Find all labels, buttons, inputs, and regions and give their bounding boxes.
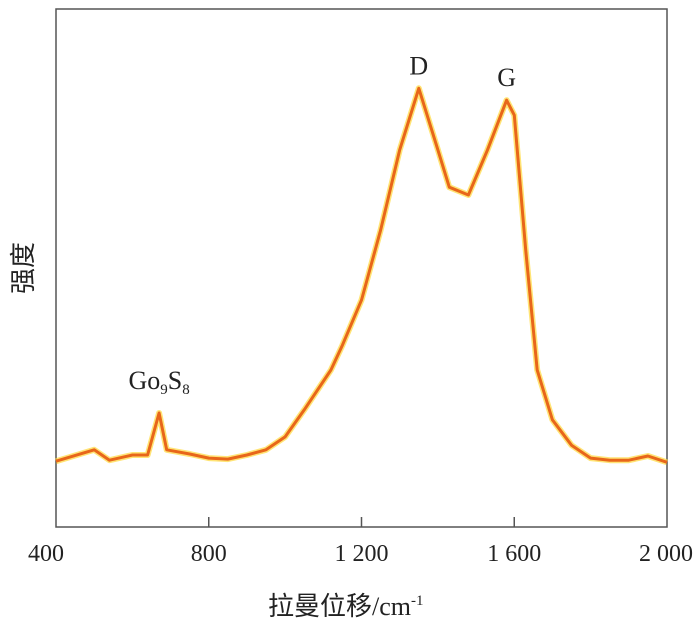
x-tick-label: 400: [28, 541, 64, 567]
peak-annotation: D: [409, 51, 428, 80]
series-line: [55, 86, 668, 464]
series-line-halo: [55, 85, 668, 466]
x-tick-label: 1 600: [487, 541, 541, 567]
x-axis-label: 拉曼位移/cm-1: [268, 592, 424, 621]
y-axis-label: 强度: [9, 242, 38, 294]
x-tick-label: 2 000: [639, 541, 693, 567]
x-tick-label: 800: [191, 541, 227, 567]
x-tick-label: 1 200: [335, 541, 389, 567]
peak-annotation: Go9S8: [128, 366, 189, 398]
peak-annotation: G: [497, 63, 516, 92]
